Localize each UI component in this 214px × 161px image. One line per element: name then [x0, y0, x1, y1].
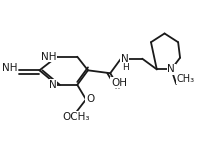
- Text: O: O: [86, 94, 94, 104]
- Text: N: N: [168, 64, 175, 74]
- Text: H: H: [122, 63, 129, 72]
- Text: OH: OH: [111, 78, 127, 88]
- Text: N: N: [121, 54, 129, 64]
- Text: NH: NH: [2, 63, 17, 73]
- Text: CH₃: CH₃: [176, 74, 194, 84]
- Text: NH: NH: [42, 52, 57, 62]
- Text: OCH₃: OCH₃: [62, 112, 90, 122]
- Text: N: N: [49, 80, 57, 90]
